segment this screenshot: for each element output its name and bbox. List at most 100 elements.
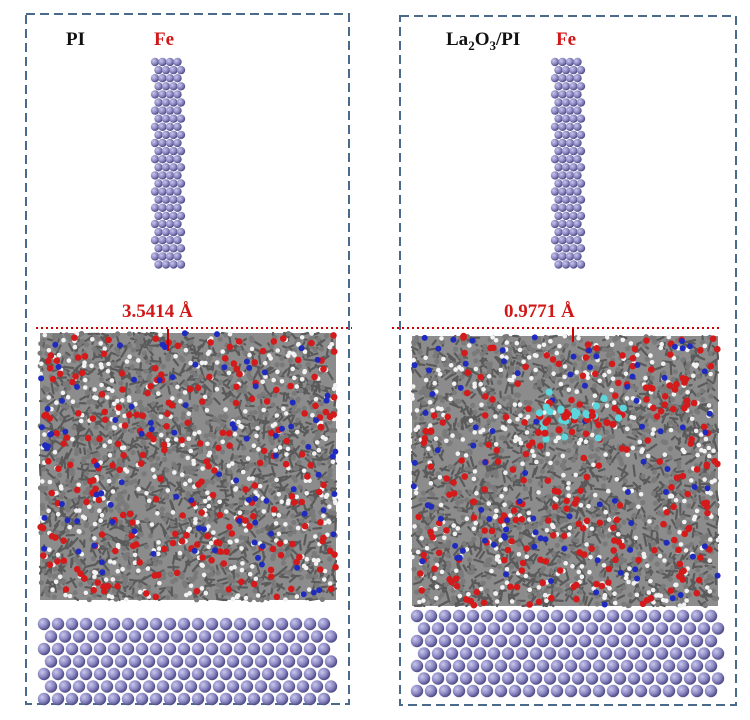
carbon-atom xyxy=(150,463,156,469)
carbon-atom xyxy=(646,537,652,544)
nitrogen-atom xyxy=(428,503,435,510)
hydrogen-atom xyxy=(677,529,682,535)
hydrogen-atom xyxy=(124,469,130,474)
oxygen-atom xyxy=(81,353,89,360)
fe-atom xyxy=(154,163,163,172)
oxygen-atom xyxy=(63,434,71,441)
nitrogen-atom xyxy=(671,343,678,350)
carbon-atom xyxy=(486,369,492,375)
oxygen-atom xyxy=(142,590,150,597)
hydrogen-atom xyxy=(67,524,72,530)
carbon-atom xyxy=(714,595,720,601)
nitrogen-atom xyxy=(74,383,80,390)
fe-atom xyxy=(169,195,178,204)
hydrogen-atom xyxy=(281,406,286,412)
oxygen-atom xyxy=(280,335,287,342)
oxygen-atom xyxy=(421,435,429,442)
hydrogen-atom xyxy=(628,341,634,346)
carbon-atom xyxy=(460,514,466,520)
fe-atom xyxy=(571,672,585,685)
oxygen-atom xyxy=(178,537,186,545)
carbon-atom xyxy=(219,422,226,428)
carbon-atom xyxy=(689,349,695,355)
fe-atom xyxy=(150,252,160,261)
nitrogen-atom xyxy=(324,392,331,399)
hydrogen-atom xyxy=(323,494,329,500)
fe-atom xyxy=(573,219,582,229)
hydrogen-atom xyxy=(92,521,98,527)
hydrogen-atom xyxy=(518,413,523,419)
oxygen-atom xyxy=(298,451,306,458)
oxygen-atom xyxy=(298,498,306,506)
carbon-atom xyxy=(209,566,215,572)
hydrogen-atom xyxy=(691,517,697,522)
hydrogen-atom xyxy=(232,564,237,570)
fe-atom xyxy=(561,227,571,237)
fe-atom xyxy=(459,647,473,660)
hydrogen-atom xyxy=(493,591,498,596)
carbon-atom xyxy=(79,499,85,505)
hydrogen-atom xyxy=(511,374,517,380)
carbon-atom xyxy=(652,500,658,506)
fe-atom xyxy=(655,672,669,685)
fe-atom xyxy=(173,236,182,245)
hydrogen-atom xyxy=(662,558,667,563)
nitrogen-atom xyxy=(435,345,442,352)
hydrogen-atom xyxy=(321,513,326,519)
hydrogen-atom xyxy=(666,334,672,340)
hydrogen-atom xyxy=(637,439,643,445)
carbon-atom xyxy=(215,570,221,576)
fe-atom xyxy=(599,672,613,685)
oxygen-atom xyxy=(112,547,119,555)
fe-atom xyxy=(128,630,142,643)
la2o3-atom xyxy=(594,434,602,442)
fe-atom xyxy=(154,98,163,107)
carbon-atom xyxy=(219,583,225,590)
la2o3-atom xyxy=(571,407,579,415)
oxygen-atom xyxy=(293,558,300,566)
carbon-atom xyxy=(507,346,513,352)
carbon-atom xyxy=(653,525,660,532)
fe-atom xyxy=(554,82,563,91)
hydrogen-atom xyxy=(428,481,434,486)
oxygen-atom xyxy=(544,477,552,484)
fe-atom xyxy=(149,642,163,656)
hydrogen-atom xyxy=(81,363,87,369)
carbon-atom xyxy=(141,561,147,568)
nitrogen-atom xyxy=(294,564,301,571)
fe-atom xyxy=(303,642,317,656)
hydrogen-atom xyxy=(301,468,307,474)
carbon-atom xyxy=(198,355,204,361)
carbon-atom xyxy=(79,436,85,442)
nitrogen-atom xyxy=(593,353,600,360)
oxygen-atom xyxy=(415,513,422,521)
fe-atom xyxy=(550,155,560,164)
carbon-atom xyxy=(515,392,522,398)
carbon-atom xyxy=(660,439,666,445)
oxygen-atom xyxy=(308,339,315,347)
oxygen-atom xyxy=(133,411,141,419)
oxygen-atom xyxy=(518,567,526,574)
carbon-atom xyxy=(112,361,118,367)
hydrogen-atom xyxy=(152,474,157,479)
oxygen-atom xyxy=(656,458,663,465)
fe-atom xyxy=(452,659,466,673)
carbon-atom xyxy=(187,340,193,346)
carbon-atom xyxy=(641,517,648,523)
nitrogen-atom xyxy=(532,529,539,536)
carbon-atom xyxy=(556,507,562,514)
hydrogen-atom xyxy=(616,532,621,537)
fe-atom xyxy=(121,642,135,656)
fe-atom xyxy=(573,138,582,148)
hydrogen-atom xyxy=(536,585,542,590)
carbon-atom xyxy=(197,449,203,455)
carbon-atom xyxy=(63,382,69,388)
oxygen-atom xyxy=(666,351,674,358)
hydrogen-atom xyxy=(295,525,301,531)
hydrogen-atom xyxy=(236,419,241,425)
hydrogen-atom xyxy=(486,501,492,506)
hydrogen-atom xyxy=(284,411,289,416)
carbon-atom xyxy=(159,511,165,517)
oxygen-atom xyxy=(217,548,224,555)
hydrogen-atom xyxy=(544,528,550,533)
